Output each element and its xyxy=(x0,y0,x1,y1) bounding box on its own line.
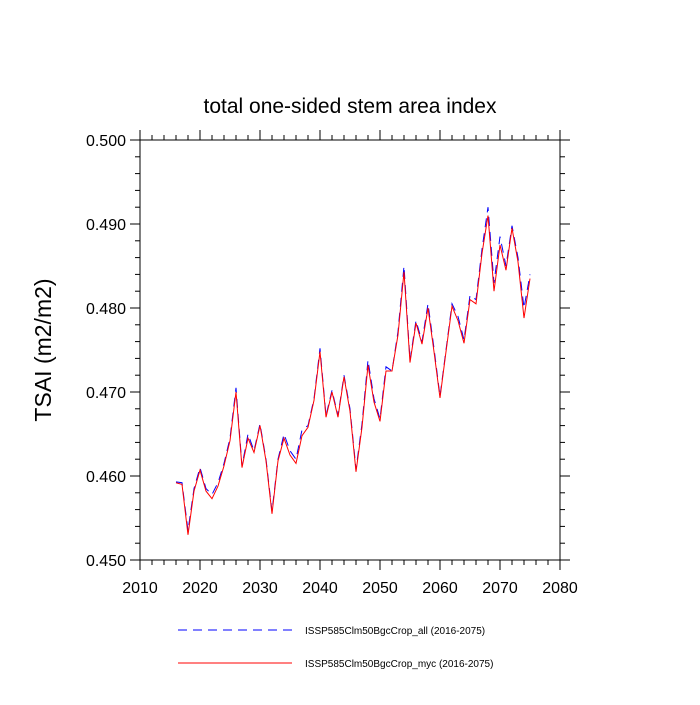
x-tick-label: 2060 xyxy=(422,580,458,597)
chart-title: total one-sided stem area index xyxy=(203,95,497,118)
series-line-1 xyxy=(175,207,531,531)
x-tick-label: 2070 xyxy=(482,580,518,597)
y-tick-label: 0.460 xyxy=(86,469,126,486)
y-tick-label: 0.470 xyxy=(86,385,126,402)
axes: 2010 2020 2030 2040 2050 2060 2070 2080 0.450 0.4… xyxy=(86,130,578,597)
x-tick-label: 2050 xyxy=(362,580,398,597)
series-line-2 xyxy=(175,215,531,535)
y-axis-label: TSAI (m2/m2) xyxy=(30,278,56,421)
y-tick-label: 0.450 xyxy=(86,553,126,570)
y-tick-label: 0.480 xyxy=(86,301,126,318)
legend-label-1: ISSP585Clm50BgcCrop_all (2016-2075) xyxy=(305,626,485,637)
x-tick-label: 2080 xyxy=(542,580,578,597)
plot-area xyxy=(175,207,531,535)
legend: ISSP585Clm50BgcCrop_all (2016-2075) ISSP5… xyxy=(178,626,493,670)
plot-frame xyxy=(139,139,561,561)
x-tick-label: 2020 xyxy=(182,580,218,597)
x-tick-label: 2010 xyxy=(122,580,158,597)
x-tick-label: 2030 xyxy=(242,580,278,597)
y-tick-label: 0.490 xyxy=(86,217,126,234)
x-tick-label: 2040 xyxy=(302,580,338,597)
legend-label-2: ISSP585Clm50BgcCrop_myc (2016-2075) xyxy=(305,659,493,670)
y-tick-label: 0.500 xyxy=(86,133,126,150)
